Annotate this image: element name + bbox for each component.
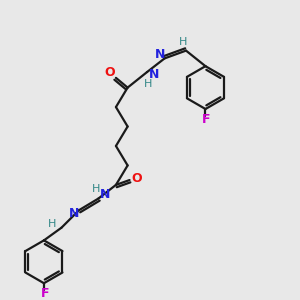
Text: N: N (69, 207, 79, 220)
Text: N: N (149, 68, 159, 81)
Text: H: H (92, 184, 101, 194)
Text: H: H (47, 219, 56, 229)
Text: O: O (131, 172, 142, 184)
Text: O: O (105, 67, 116, 80)
Text: H: H (179, 37, 187, 47)
Text: F: F (202, 113, 211, 126)
Text: H: H (144, 79, 152, 89)
Text: N: N (100, 188, 110, 201)
Text: N: N (154, 48, 165, 61)
Text: F: F (40, 287, 49, 300)
